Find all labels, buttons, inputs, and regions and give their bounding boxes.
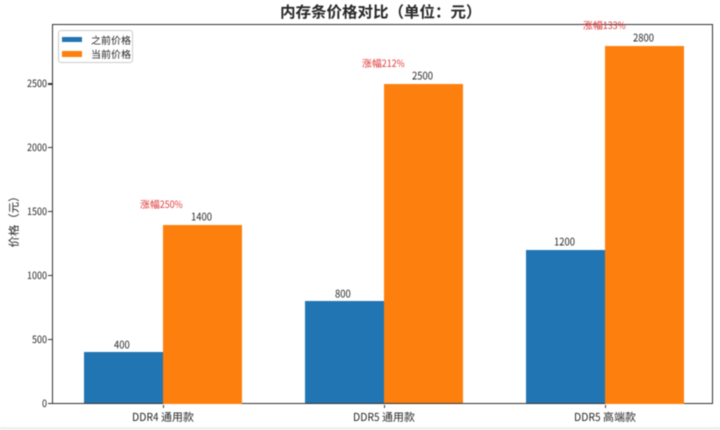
- x-tick-label-3: [574, 410, 636, 425]
- x-tick-mark-2: [383, 404, 385, 409]
- x-tick-mark-1: [162, 404, 164, 409]
- bottom-edge-band: [0, 427, 720, 430]
- y-tick-mark-2000: [47, 147, 52, 149]
- y-tick-mark-0: [47, 402, 52, 405]
- plot-area: [51, 24, 714, 405]
- legend-swatch-current-price: [61, 51, 82, 57]
- bar-value-label-previous-1: [114, 338, 130, 353]
- chart-title: [280, 2, 482, 24]
- x-tick-label-2: [353, 410, 415, 425]
- legend-label-current-price: [91, 48, 132, 62]
- bar-current-price-3: [605, 45, 685, 404]
- bar-value-label-current-3: [633, 31, 654, 46]
- y-tick-label-1500: [27, 205, 47, 219]
- bar-current-price-2: [384, 83, 464, 404]
- y-tick-label-500: [32, 333, 47, 347]
- legend-label-previous-price: [91, 34, 132, 48]
- y-tick-mark-2500: [47, 83, 52, 85]
- bar-value-label-previous-2: [335, 287, 351, 302]
- x-tick-mark-3: [604, 404, 606, 409]
- x-tick-label-1: [132, 410, 194, 425]
- y-tick-label-0: [42, 397, 47, 411]
- increase-annotation-1: [140, 198, 183, 212]
- increase-annotation-2: [361, 57, 405, 71]
- increase-annotation-3: [582, 19, 626, 33]
- y-tick-label-2000: [27, 141, 47, 155]
- bar-value-label-current-2: [412, 69, 433, 84]
- y-tick-label-2500: [27, 77, 47, 91]
- y-tick-mark-500: [47, 338, 52, 341]
- y-tick-mark-1500: [47, 211, 52, 213]
- y-axis-label: [6, 191, 22, 248]
- bar-value-label-current-1: [191, 210, 212, 225]
- legend-swatch-previous-price: [61, 37, 82, 43]
- y-tick-label-1000: [27, 269, 47, 283]
- bar-current-price-1: [163, 224, 243, 404]
- bar-previous-price-2: [305, 301, 385, 404]
- legend: [57, 29, 133, 63]
- y-tick-mark-1000: [47, 274, 52, 277]
- bar-previous-price-1: [84, 352, 164, 404]
- bar-value-label-previous-3: [554, 235, 575, 250]
- bar-previous-price-3: [526, 250, 606, 404]
